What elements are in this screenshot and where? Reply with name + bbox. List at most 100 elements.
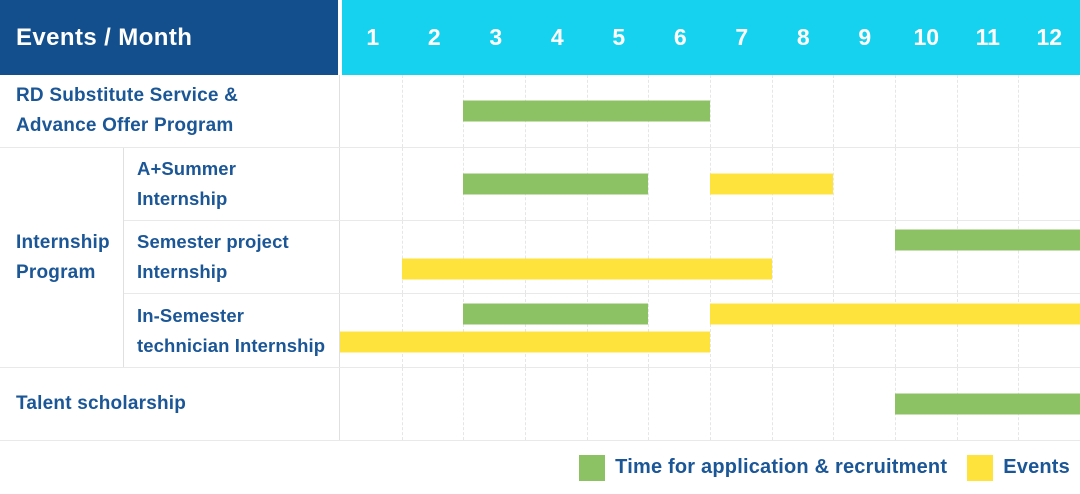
- legend-label-application: Time for application & recruitment: [615, 456, 948, 478]
- month-gridline: [833, 221, 835, 293]
- table-title: Events / Month: [16, 23, 193, 51]
- gantt-bar-application: [463, 303, 649, 325]
- timeline-cell: [340, 368, 1080, 440]
- row-label: Talent scholarship: [0, 368, 340, 440]
- row-label-line: Talent scholarship: [16, 393, 187, 414]
- month-gridline: [833, 148, 835, 220]
- row-label-line: Internship: [16, 231, 110, 253]
- group-rows: A+Summer Internship Semester project Intern…: [124, 148, 1080, 367]
- month-gridline: [586, 368, 588, 440]
- table-sub-row: In-Semester technician Internship: [124, 294, 1080, 367]
- sub-row-label: A+Summer Internship: [124, 148, 340, 220]
- month-gridline: [771, 221, 773, 293]
- timeline-cell: [340, 221, 1080, 293]
- gantt-bar-events: [340, 331, 710, 353]
- row-label-line: Semester project: [137, 231, 289, 252]
- month-gridline: [956, 75, 958, 147]
- month-gridline: [771, 368, 773, 440]
- month-gridline: [710, 221, 711, 293]
- gantt-bar-application: [895, 393, 1080, 415]
- month-gridline: [648, 221, 650, 293]
- month-gridline: [895, 75, 896, 147]
- month-header-5: 5: [612, 24, 626, 50]
- legend-item-application: Time for application & recruitment: [579, 454, 948, 481]
- month-gridline: [648, 294, 650, 367]
- table-body: RD Substitute Service & Advance Offer Pro…: [0, 75, 1080, 441]
- table-row: RD Substitute Service & Advance Offer Pro…: [0, 75, 1080, 148]
- month-gridline: [586, 294, 588, 367]
- row-label-line: Internship: [137, 188, 228, 209]
- legend: Time for application & recruitment Events: [0, 441, 1080, 494]
- row-label-line: RD Substitute Service &: [16, 85, 239, 106]
- month-gridline: [1018, 148, 1020, 220]
- timeline-cell: [340, 148, 1080, 220]
- month-gridline: [401, 221, 403, 293]
- row-label-line: Advance Offer Program: [16, 115, 234, 136]
- month-header-1: 1: [366, 24, 380, 50]
- month-gridline: [525, 368, 526, 440]
- legend-swatch-events: [967, 454, 994, 481]
- events-month-table: Events / Month 1 2 3 4 5 6 7 8 9 10 11 12 RD Substi…: [0, 0, 1080, 441]
- month-gridline: [956, 221, 958, 293]
- sub-row-label: In-Semester technician Internship: [124, 294, 340, 367]
- row-label-line: Internship: [137, 261, 228, 282]
- header-divider: [338, 0, 342, 75]
- month-gridline: [710, 294, 711, 367]
- group-label: Internship Program: [0, 148, 124, 367]
- month-gridline: [833, 368, 835, 440]
- month-gridline: [833, 294, 835, 367]
- month-header-8: 8: [796, 24, 810, 50]
- timeline-cell: [340, 75, 1080, 147]
- gantt-bar-events: [401, 258, 772, 280]
- month-header-7: 7: [735, 24, 749, 50]
- month-gridline: [401, 75, 403, 147]
- month-gridline: [710, 368, 711, 440]
- table-row: Talent scholarship: [0, 368, 1080, 441]
- timeline-cell: [340, 294, 1080, 367]
- month-gridline: [463, 221, 465, 293]
- month-gridline: [895, 294, 896, 367]
- row-label-line: technician Internship: [137, 334, 326, 356]
- month-gridline: [401, 294, 403, 367]
- month-header-9: 9: [858, 24, 872, 50]
- months-header: 1 2 3 4 5 6 7 8 9 10 11 12: [342, 0, 1080, 75]
- month-gridline: [956, 294, 958, 367]
- legend-label-events: Events: [1003, 456, 1070, 478]
- gantt-bar-application: [463, 100, 710, 122]
- month-gridline: [463, 294, 465, 367]
- month-gridline: [895, 221, 896, 293]
- table-row-group: Internship Program A+Summer Internship Semes…: [0, 148, 1080, 368]
- month-gridline: [648, 368, 650, 440]
- table-header-row: Events / Month 1 2 3 4 5 6 7 8 9 10 11 12: [0, 0, 1080, 75]
- month-gridline: [771, 294, 773, 367]
- events-month-header-cell: Events / Month: [0, 0, 338, 75]
- month-gridline: [833, 75, 835, 147]
- month-gridline: [648, 148, 650, 220]
- table-sub-row: A+Summer Internship: [124, 148, 1080, 221]
- month-gridline: [525, 221, 526, 293]
- month-gridline: [1018, 294, 1020, 367]
- month-gridline: [586, 221, 588, 293]
- month-header-6: 6: [673, 24, 687, 50]
- month-header-3: 3: [489, 24, 503, 50]
- sub-row-label: Semester project Internship: [124, 221, 340, 293]
- row-label-line: In-Semester: [137, 304, 245, 326]
- month-header-12: 12: [1036, 24, 1063, 50]
- month-gridline: [401, 368, 403, 440]
- gantt-bar-events: [710, 303, 1080, 325]
- row-label: RD Substitute Service & Advance Offer Pro…: [0, 75, 340, 147]
- row-label-line: Program: [16, 261, 96, 283]
- table-sub-row: Semester project Internship: [124, 221, 1080, 294]
- month-gridline: [1018, 75, 1020, 147]
- month-gridline: [401, 148, 403, 220]
- month-gridline: [463, 368, 465, 440]
- month-header-10: 10: [913, 24, 940, 50]
- month-gridline: [1018, 221, 1020, 293]
- gantt-bar-application: [463, 173, 649, 195]
- legend-item-events: Events: [967, 454, 1070, 481]
- month-header-2: 2: [427, 24, 441, 50]
- gantt-bar-application: [895, 229, 1080, 251]
- month-gridline: [525, 294, 526, 367]
- month-gridline: [710, 75, 711, 147]
- legend-swatch-application: [579, 454, 606, 481]
